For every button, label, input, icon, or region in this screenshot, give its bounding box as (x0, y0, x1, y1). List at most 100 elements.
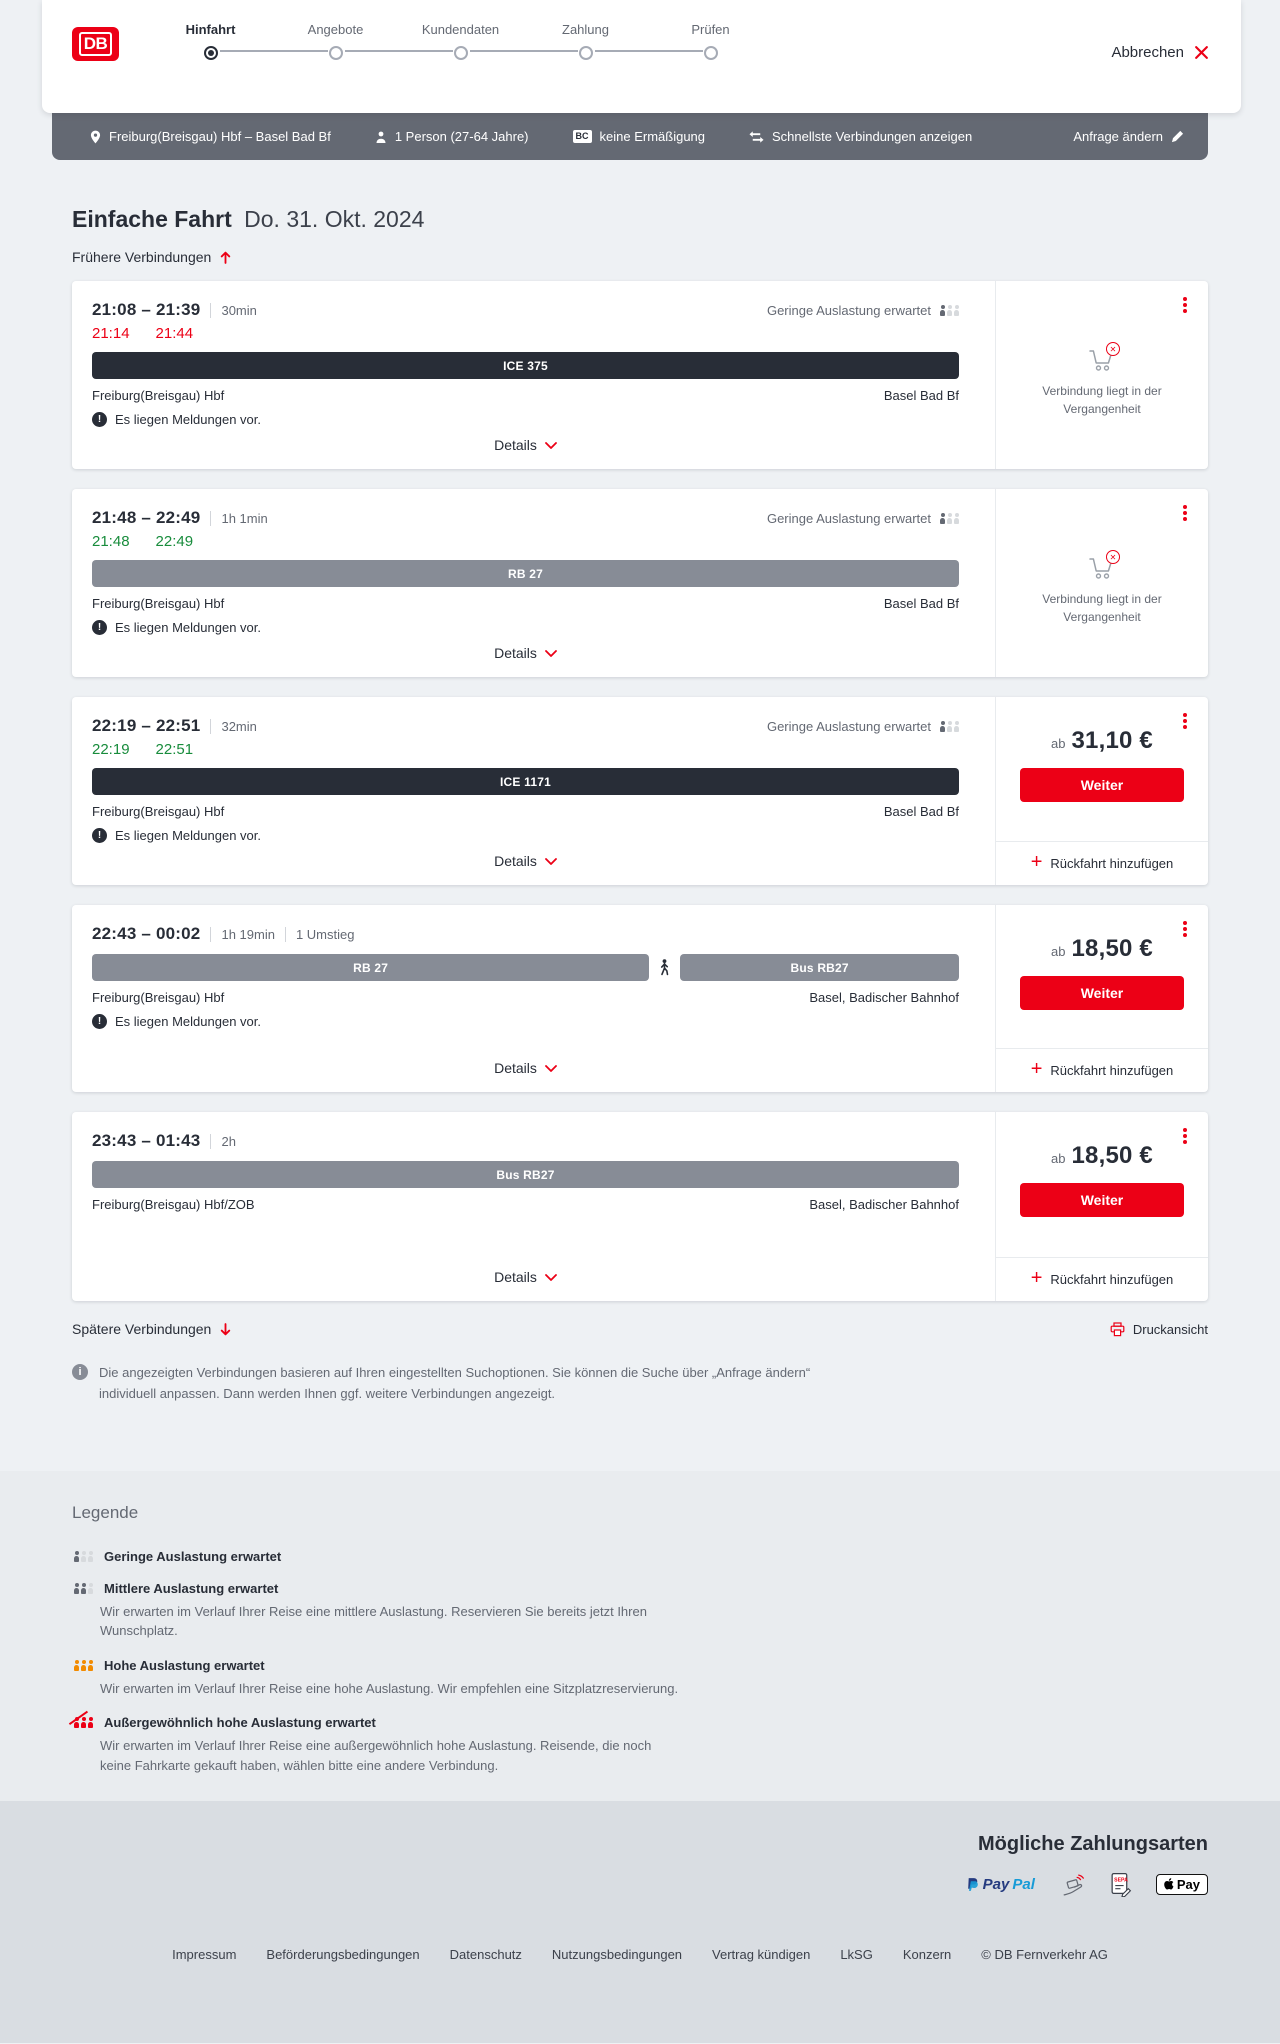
booking-panel: ab 18,50 € Weiter + Rückfahrt hinzufügen (995, 905, 1208, 1092)
connection-card-4: 22:43 – 00:02 1h 19min 1 Umstieg RB 27 B… (72, 905, 1208, 1092)
db-logo-text: DB (78, 32, 113, 56)
add-return-button[interactable]: + Rückfahrt hinzufügen (996, 1257, 1208, 1301)
journey-legs: RB 27 (92, 560, 959, 587)
footer-link-konzern[interactable]: Konzern (902, 1946, 952, 1962)
results-area: Einfache Fahrt Do. 31. Okt. 2024 Frühere… (72, 206, 1208, 1405)
cancel-label: Abbrechen (1111, 44, 1184, 61)
bus-band: Bus RB27 (92, 1161, 959, 1188)
occupancy-label: Geringe Auslastung erwartet (766, 718, 931, 734)
trip-date: Do. 31. Okt. 2024 (244, 206, 425, 232)
occupancy-exceptional-icon (72, 1717, 93, 1729)
step-dot (453, 46, 468, 60)
booking-panel: ab 18,50 € Weiter + Rückfahrt hinzufügen (995, 1112, 1208, 1301)
price-prefix: ab (1051, 736, 1066, 751)
destination-station: Basel Bad Bf (883, 596, 959, 611)
duration: 32min (221, 718, 257, 734)
step-angebote[interactable]: Angebote (273, 22, 453, 60)
discount-summary: BC keine Ermäßigung (572, 129, 706, 144)
chevron-down-icon (544, 1064, 557, 1072)
details-button[interactable]: Details (494, 1259, 557, 1289)
footer-link-datenschutz[interactable]: Datenschutz (449, 1946, 522, 1962)
chevron-down-icon (544, 1273, 557, 1281)
fastest-connections-label: Schnellste Verbindungen anzeigen (772, 129, 973, 144)
details-button[interactable]: Details (494, 427, 557, 457)
price-prefix: ab (1051, 1151, 1066, 1166)
occupancy-low-icon (938, 512, 959, 524)
step-hinfahrt[interactable]: Hinfahrt (148, 22, 328, 60)
exclamation-icon: ! (92, 620, 107, 635)
later-connections-link[interactable]: Spätere Verbindungen (72, 1321, 231, 1337)
arrow-down-icon (221, 1322, 231, 1335)
discount-text: keine Ermäßigung (599, 129, 706, 144)
apple-pay-icon: Pay (1155, 1873, 1208, 1895)
booking-panel: ab 31,10 € Weiter + Rückfahrt hinzufügen (995, 697, 1208, 885)
db-logo: DB (72, 27, 119, 61)
walk-transfer-icon (661, 959, 669, 976)
footer-link-lksg[interactable]: LkSG (840, 1946, 873, 1962)
occupancy-high-icon (72, 1659, 93, 1671)
footer-link-vertrag-kuendigen[interactable]: Vertrag kündigen (712, 1946, 811, 1962)
destination-station: Basel, Badischer Bahnhof (809, 1197, 959, 1212)
price-prefix: ab (1051, 944, 1066, 959)
origin-station: Freiburg(Breisgau) Hbf (92, 804, 225, 819)
time-range: 22:43 – 00:02 (92, 924, 201, 943)
footer-link-befoerderungsbedingungen[interactable]: Beförderungsbedingungen (266, 1946, 420, 1962)
footer-link-nutzungsbedingungen[interactable]: Nutzungsbedingungen (551, 1946, 683, 1962)
fastest-connections-link[interactable]: Schnellste Verbindungen anzeigen (749, 129, 972, 144)
price: ab 31,10 € (1051, 727, 1153, 755)
add-return-button[interactable]: + Rückfahrt hinzufügen (996, 841, 1208, 885)
more-options-icon[interactable] (1183, 713, 1187, 717)
time-range: 21:08 – 21:39 (92, 300, 201, 319)
price-amount: 18,50 € (1071, 1142, 1153, 1169)
plus-icon: + (1030, 851, 1043, 873)
passenger-summary: 1 Person (27-64 Jahre) (375, 129, 529, 144)
change-request-link[interactable]: Anfrage ändern (1073, 129, 1184, 144)
duration: 30min (221, 302, 257, 318)
info-text: Die angezeigten Verbindungen basieren au… (99, 1365, 811, 1401)
weiter-button[interactable]: Weiter (1020, 768, 1184, 802)
route-text: Freiburg(Breisgau) Hbf – Basel Bad Bf (109, 129, 331, 144)
later-connections-label: Spätere Verbindungen (72, 1321, 212, 1337)
person-icon (376, 131, 386, 143)
more-options-icon[interactable] (1183, 297, 1187, 301)
bus-band: Bus RB27 (680, 954, 959, 981)
weiter-button[interactable]: Weiter (1020, 1183, 1184, 1217)
legend-item-high: Hohe Auslastung erwartet Wir erwarten im… (72, 1658, 1208, 1699)
weiter-button[interactable]: Weiter (1020, 976, 1184, 1010)
price: ab 18,50 € (1051, 935, 1153, 963)
exclamation-icon: ! (92, 1014, 107, 1029)
details-button[interactable]: Details (494, 843, 557, 873)
legend-term: Hohe Auslastung erwartet (104, 1657, 265, 1673)
payment-title: Mögliche Zahlungsarten (977, 1832, 1208, 1855)
more-options-icon[interactable] (1183, 921, 1187, 925)
service-notice: ! Es liegen Meldungen vor. (92, 828, 959, 843)
step-pruefen[interactable]: Prüfen (648, 22, 773, 60)
more-options-icon[interactable] (1183, 1128, 1187, 1132)
details-button[interactable]: Details (494, 635, 557, 665)
step-zahlung[interactable]: Zahlung (523, 22, 703, 60)
earlier-connections-link[interactable]: Frühere Verbindungen (72, 249, 231, 265)
bahncard-icon: BC (572, 130, 592, 143)
train-band: ICE 1171 (92, 768, 959, 795)
top-header: DB Hinfahrt Angebote Kundendaten Zahlung… (0, 0, 1280, 160)
svg-text:SEPA: SEPA (1114, 1877, 1128, 1883)
add-return-button[interactable]: + Rückfahrt hinzufügen (996, 1048, 1208, 1092)
details-button[interactable]: Details (494, 1050, 557, 1080)
origin-station: Freiburg(Breisgau) Hbf/ZOB (92, 1197, 255, 1212)
occupancy-label: Geringe Auslastung erwartet (766, 510, 931, 526)
cancel-button[interactable]: Abbrechen (1111, 44, 1209, 61)
print-view-link[interactable]: Druckansicht (1110, 1322, 1208, 1337)
step-kundendaten[interactable]: Kundendaten (398, 22, 578, 60)
pencil-icon (1171, 130, 1184, 143)
booking-panel: ✕ Verbindung liegt in der Vergangenheit (995, 489, 1208, 677)
exclamation-icon: ! (92, 828, 107, 843)
service-notice: ! Es liegen Meldungen vor. (92, 620, 959, 635)
realtime-arrival: 22:49 (155, 533, 194, 550)
footer-link-impressum[interactable]: Impressum (172, 1946, 237, 1962)
duration: 1h 1min (221, 510, 268, 526)
service-notice: ! Es liegen Meldungen vor. (92, 412, 959, 427)
payment-methods: Mögliche Zahlungsarten Pay Pal SEPA (72, 1833, 1208, 1897)
more-options-icon[interactable] (1183, 505, 1187, 509)
origin-station: Freiburg(Breisgau) Hbf (92, 596, 225, 611)
past-connection-text: Verbindung liegt in der Vergangenheit (1042, 384, 1162, 416)
